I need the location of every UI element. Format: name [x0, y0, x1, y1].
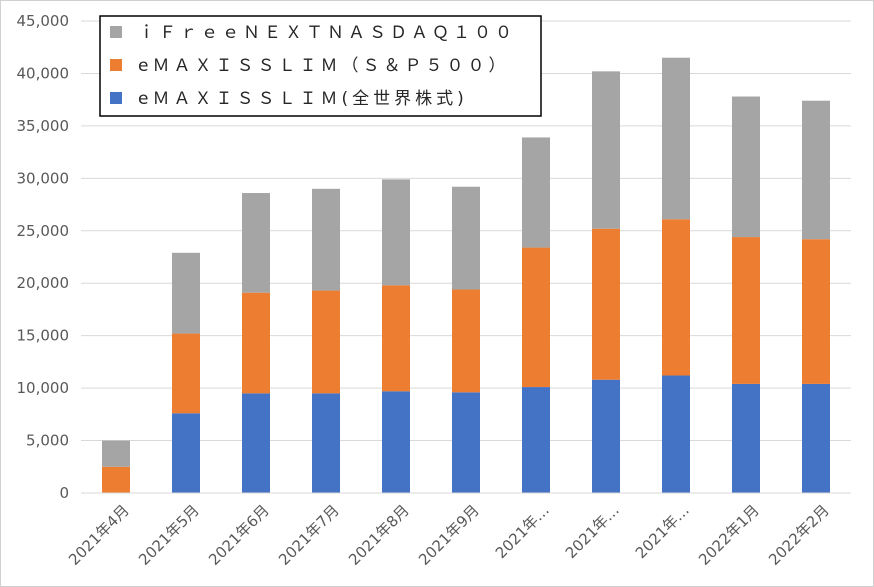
y-tick-label: 10,000 [17, 379, 70, 397]
bar-segment [312, 188, 340, 291]
bar-segment [662, 375, 690, 493]
x-tick-label: 2021年7月 [275, 501, 343, 569]
y-tick-label: 30,000 [17, 169, 70, 187]
y-tick-label: 25,000 [17, 222, 70, 240]
bar-segment [662, 57, 690, 220]
legend-swatch [110, 92, 122, 104]
x-tick-label: 2021年8月 [345, 501, 413, 569]
x-tick-label: 2021年… [632, 501, 693, 562]
bar-segment [732, 96, 760, 238]
legend-label: eＭＡＸＩＳＳＬＩＭ(全世界株式) [138, 89, 468, 109]
y-tick-label: 40,000 [17, 64, 70, 82]
bars [102, 57, 830, 493]
x-tick-label: 2022年1月 [695, 501, 763, 569]
x-tick-label: 2021年9月 [415, 501, 483, 569]
bar-segment [592, 228, 620, 380]
bar-segment [522, 137, 550, 248]
y-tick-label: 20,000 [17, 274, 70, 292]
bar-segment [662, 219, 690, 376]
legend-swatch [110, 26, 122, 38]
bar-segment [172, 252, 200, 334]
x-tick-labels: 2021年4月 2021年5月 2021年6月 2021年7月 2021年8月 2021年… [65, 501, 833, 569]
bar-segment [242, 193, 270, 293]
legend: ｉＦｒｅｅＮＥＸＴＮＡＳＤＡＱ１００ eＭＡＸＩＳＳＬＩＭ（Ｓ＆Ｐ５００） eＭＡＸ… [99, 15, 542, 117]
bar-segment [452, 392, 480, 493]
bar-segment [452, 289, 480, 393]
bar-segment [382, 391, 410, 493]
bar-segment [802, 100, 830, 240]
legend-swatch [110, 59, 122, 71]
bar-segment [242, 292, 270, 394]
bar-segment [242, 393, 270, 493]
bar-segment [732, 237, 760, 384]
x-tick-label: 2021年6月 [205, 501, 273, 569]
x-tick-label: 2022年2月 [765, 501, 833, 569]
bar-segment [172, 333, 200, 414]
y-tick-label: 15,000 [17, 327, 70, 345]
y-tick-label: 0 [59, 484, 69, 502]
bar-segment [312, 393, 340, 493]
y-tick-label: 5,000 [26, 432, 69, 450]
y-tick-label: 45,000 [17, 12, 70, 30]
bar-segment [452, 186, 480, 290]
legend-label: eＭＡＸＩＳＳＬＩＭ（Ｓ＆Ｐ５００） [138, 56, 509, 76]
y-tick-labels: 0 5,000 10,000 15,000 20,000 25,000 30,000 35,0… [17, 12, 70, 502]
x-tick-label: 2021年… [562, 501, 623, 562]
bar-segment [522, 387, 550, 493]
bar-segment [592, 379, 620, 493]
bar-segment [522, 247, 550, 388]
legend-box [99, 15, 542, 117]
bar-segment [172, 413, 200, 493]
bar-segment [732, 383, 760, 493]
x-tick-label: 2021年… [492, 501, 553, 562]
bar-segment [312, 290, 340, 394]
y-tick-label: 35,000 [17, 117, 70, 135]
bar-segment [102, 466, 130, 493]
bar-segment [802, 239, 830, 384]
bar-segment [382, 285, 410, 392]
bar-segment [102, 440, 130, 467]
legend-label: ｉＦｒｅｅＮＥＸＴＮＡＳＤＡＱ１００ [138, 23, 516, 43]
x-tick-label: 2021年5月 [135, 501, 203, 569]
bar-segment [382, 179, 410, 286]
bar-segment [802, 383, 830, 493]
bar-segment [592, 71, 620, 229]
x-tick-label: 2021年4月 [65, 501, 133, 569]
